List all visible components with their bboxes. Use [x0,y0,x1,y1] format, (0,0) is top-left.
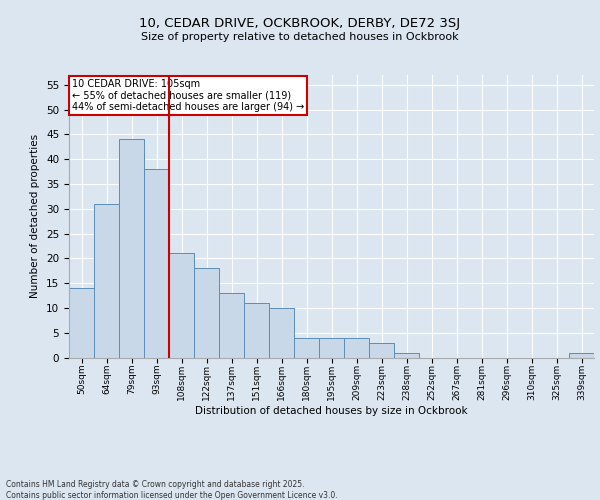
Bar [169,254,194,358]
Bar [319,338,344,357]
Bar [194,268,219,358]
Bar [269,308,294,358]
Bar [569,352,594,358]
Bar [119,140,144,358]
Bar [94,204,119,358]
Bar [144,169,169,358]
Bar [394,352,419,358]
Bar [294,338,319,357]
Bar [369,342,394,357]
X-axis label: Distribution of detached houses by size in Ockbrook: Distribution of detached houses by size … [195,406,468,415]
Bar [244,303,269,358]
Bar [69,288,94,358]
Bar [344,338,369,357]
Text: Size of property relative to detached houses in Ockbrook: Size of property relative to detached ho… [141,32,459,42]
Bar [219,293,244,358]
Y-axis label: Number of detached properties: Number of detached properties [31,134,40,298]
Text: 10 CEDAR DRIVE: 105sqm
← 55% of detached houses are smaller (119)
44% of semi-de: 10 CEDAR DRIVE: 105sqm ← 55% of detached… [71,79,304,112]
Text: 10, CEDAR DRIVE, OCKBROOK, DERBY, DE72 3SJ: 10, CEDAR DRIVE, OCKBROOK, DERBY, DE72 3… [139,18,461,30]
Text: Contains HM Land Registry data © Crown copyright and database right 2025.
Contai: Contains HM Land Registry data © Crown c… [6,480,338,500]
